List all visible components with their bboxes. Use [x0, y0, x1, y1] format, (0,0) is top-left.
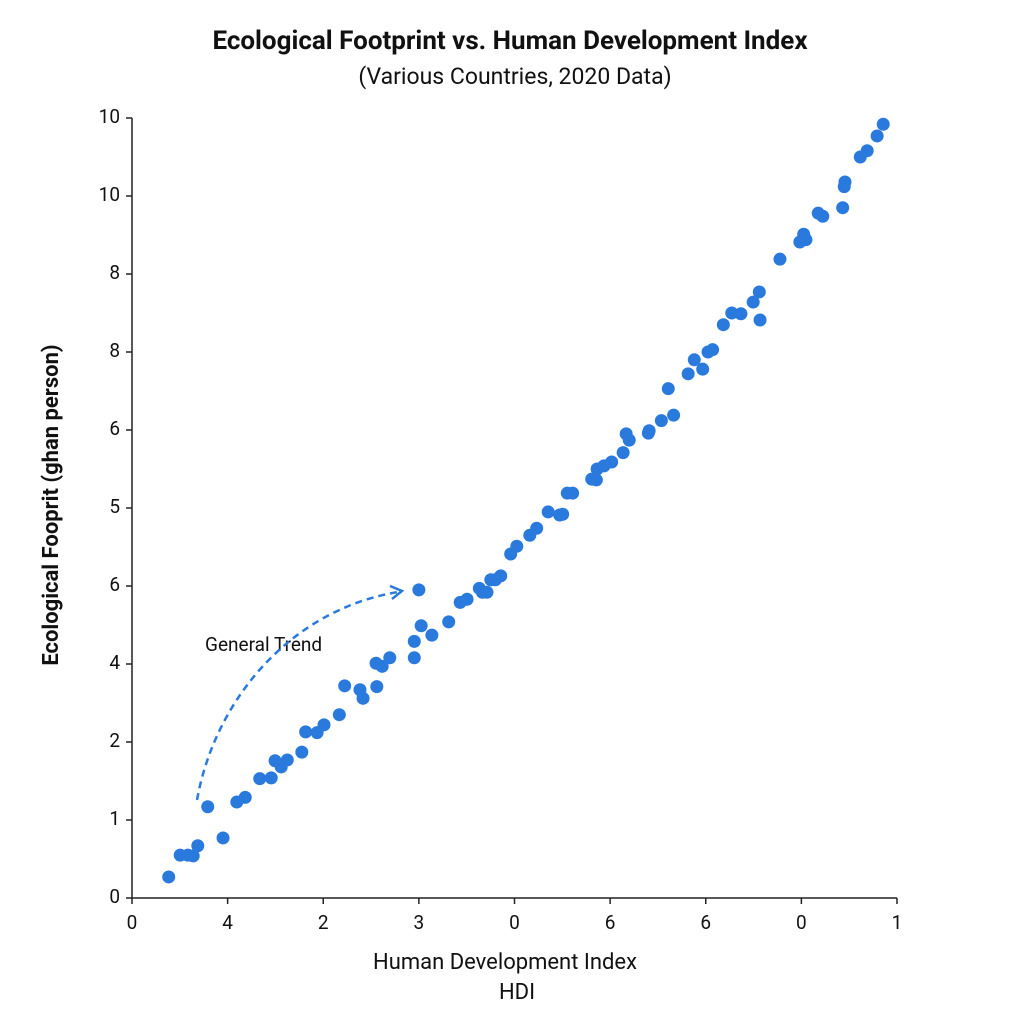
data-point [407, 651, 421, 665]
data-point [191, 839, 205, 853]
data-point [838, 175, 852, 189]
y-tick-label: 5 [109, 495, 120, 518]
data-point [605, 455, 619, 469]
y-axis-label: Ecological Fooprit (ghan person) [39, 344, 64, 665]
data-point [541, 505, 555, 519]
arrow-head [389, 584, 405, 600]
x-tick-label: 1 [892, 911, 903, 934]
data-point [566, 486, 580, 500]
data-point [407, 634, 421, 648]
y-tick-label: 1 [109, 807, 120, 830]
y-tick-label: 4 [109, 651, 120, 674]
x-tick-label: 0 [127, 911, 138, 934]
x-tick-label: 3 [414, 911, 425, 934]
data-point [556, 507, 570, 521]
data-point [295, 745, 309, 759]
data-point [370, 680, 384, 694]
data-point [642, 424, 656, 438]
data-point [338, 679, 352, 693]
data-point [799, 233, 813, 247]
y-tick-label: 6 [109, 573, 120, 596]
annotation: General Trend [205, 633, 322, 656]
data-point [667, 408, 681, 422]
data-point [589, 473, 603, 487]
x-tick-label: 6 [605, 911, 616, 934]
data-point [687, 353, 701, 367]
data-point [530, 521, 544, 535]
data-point [622, 433, 636, 447]
data-point [460, 592, 474, 606]
data-point [480, 585, 494, 599]
data-point [238, 790, 252, 804]
data-point [616, 446, 630, 460]
y-tick-label: 8 [109, 339, 120, 362]
data-point [425, 628, 439, 642]
data-point [870, 129, 884, 143]
data-point [661, 382, 675, 396]
data-point [746, 295, 760, 309]
data-point [494, 569, 508, 583]
data-point [356, 691, 370, 705]
data-point [876, 117, 890, 131]
y-tick-label: 6 [109, 417, 120, 440]
data-point [162, 870, 176, 884]
y-tick-label: 0 [109, 885, 120, 908]
x-tick-label: 6 [700, 911, 711, 934]
data-point [773, 252, 787, 266]
x-tick-label: 2 [318, 911, 329, 934]
x-tick-label: 0 [509, 911, 520, 934]
y-tick-label: 10 [99, 183, 120, 206]
data-point [752, 285, 766, 299]
data-point [383, 651, 397, 665]
data-point [264, 771, 278, 785]
data-point [201, 800, 215, 814]
data-point [734, 307, 748, 321]
data-point [299, 725, 313, 739]
y-tick-label: 2 [109, 729, 120, 752]
x-axis-label: HDI [499, 980, 535, 1005]
data-point [681, 367, 695, 381]
x-tick-label: 4 [222, 911, 233, 934]
data-point [414, 619, 428, 633]
trend-arrow [195, 590, 399, 801]
data-point [280, 753, 294, 767]
data-point [706, 343, 720, 357]
chart-title: Ecological Footprint vs. Human Developme… [212, 26, 808, 56]
data-point [510, 539, 524, 553]
data-point [816, 209, 830, 223]
data-point [753, 313, 767, 327]
data-point [412, 583, 426, 597]
x-axis-label: Human Development Index [373, 950, 637, 975]
data-point [860, 144, 874, 158]
data-point [332, 708, 346, 722]
x-tick-label: 0 [796, 911, 807, 934]
data-point [186, 849, 200, 863]
data-point [216, 831, 230, 845]
data-point [442, 615, 456, 629]
y-tick-label: 10 [99, 105, 120, 128]
data-point [375, 659, 389, 673]
y-tick-label: 8 [109, 261, 120, 284]
data-point [654, 414, 668, 428]
data-point [836, 201, 850, 215]
data-point [716, 318, 730, 332]
chart-subtitle: (Various Countries, 2020 Data) [358, 63, 671, 90]
data-point [317, 718, 331, 732]
data-point [253, 772, 267, 786]
data-point [696, 362, 710, 376]
